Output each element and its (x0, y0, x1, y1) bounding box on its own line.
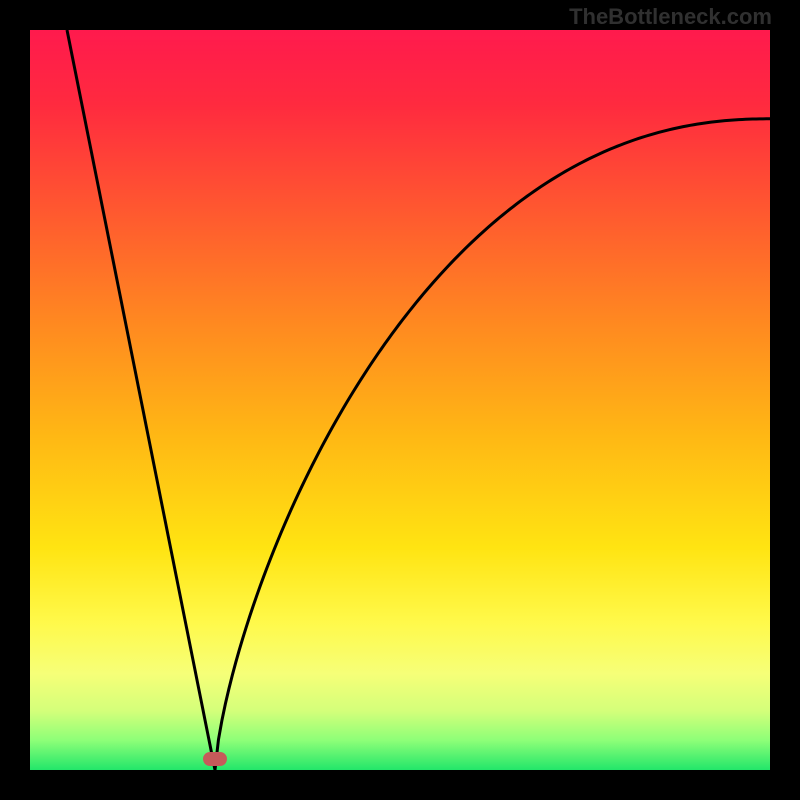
bottleneck-curve (30, 30, 770, 770)
chart-container: TheBottleneck.com (0, 0, 800, 800)
curve-path (67, 30, 770, 770)
watermark-text: TheBottleneck.com (569, 4, 772, 30)
plot-area (30, 30, 770, 770)
optimum-marker (203, 752, 227, 766)
